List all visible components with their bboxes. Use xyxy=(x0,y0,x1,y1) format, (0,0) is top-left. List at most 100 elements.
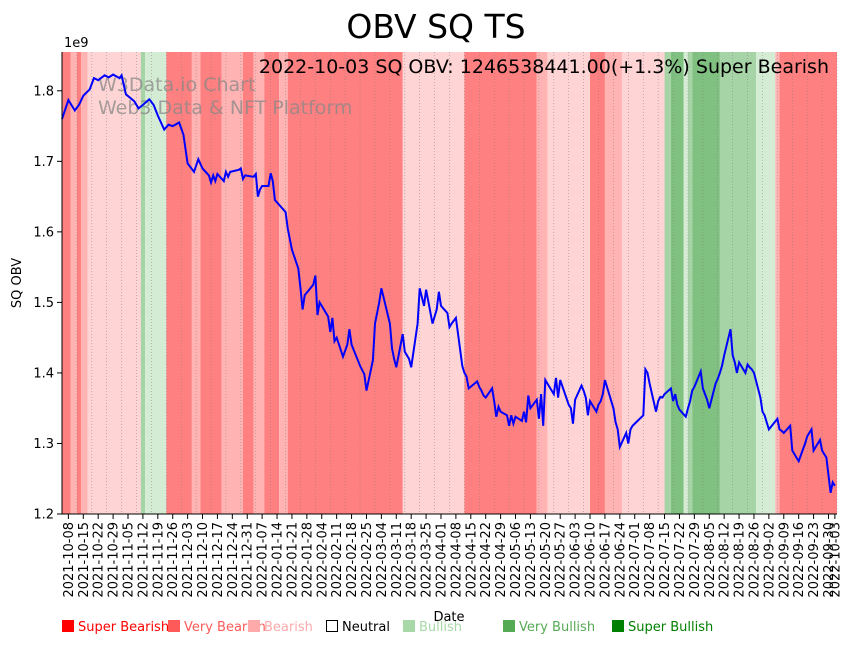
week-separators xyxy=(61,52,838,514)
x-tick-label: 2022-09-23 xyxy=(807,522,822,598)
x-tick-label: 2021-11-12 xyxy=(136,522,151,598)
x-tick-label: 2022-02-25 xyxy=(360,522,375,598)
legend-swatch xyxy=(168,620,180,632)
x-axis-ticks: 2021-10-08 2021-10-15 2021-10-22 2021-10-29… xyxy=(62,514,843,598)
legend-label: Bullish xyxy=(419,620,463,635)
x-tick-label: 2022-09-02 xyxy=(762,522,777,598)
y-tick-label: 1.6 xyxy=(33,225,54,240)
x-tick-label: 2022-05-06 xyxy=(509,522,524,598)
x-tick-label: 2022-05-27 xyxy=(554,522,569,598)
legend-item-very-bullish: Very Bullish xyxy=(503,620,595,635)
x-tick-label: 2021-12-31 xyxy=(241,522,256,598)
latest-value-annotation: 2022-10-03 SQ OBV: 1246538441.00(+1.3%) … xyxy=(259,56,829,78)
band-bullish xyxy=(664,52,671,514)
band-very-bearish xyxy=(464,52,537,514)
band-bullish xyxy=(719,52,757,514)
band-bearish xyxy=(279,52,288,514)
x-tick-label: 2022-09-16 xyxy=(792,522,807,598)
band-very-bearish xyxy=(590,52,605,514)
watermark: W3Data.io Chart Web3 Data & NFT Platform xyxy=(98,74,352,119)
legend-item-very-bearish: Very Bearish xyxy=(168,620,266,635)
x-tick-label: 2021-11-19 xyxy=(151,522,166,598)
legend-label: Very Bullish xyxy=(519,620,596,635)
legend-item-super-bearish: Super Bearish xyxy=(62,620,169,635)
x-tick-label: 2022-04-01 xyxy=(434,522,449,598)
y-tick-label: 1.4 xyxy=(33,366,54,381)
x-tick-label: 2022-05-13 xyxy=(524,522,539,598)
legend-swatch xyxy=(248,620,260,632)
x-tick-label: 2022-08-26 xyxy=(747,522,762,598)
x-tick-label: 2022-09-30 xyxy=(822,522,837,598)
legend-item-neutral: Neutral xyxy=(326,620,390,635)
x-tick-label: 2022-08-19 xyxy=(733,522,748,598)
band-very-bearish xyxy=(166,52,192,514)
band-light-bearish xyxy=(402,52,465,514)
x-tick-label: 2022-09-09 xyxy=(777,522,792,598)
x-tick-label: 2022-06-17 xyxy=(598,522,613,598)
chart-title: OBV SQ TS xyxy=(346,7,525,46)
y-tick-label: 1.7 xyxy=(33,155,54,170)
x-tick-label: 2021-10-08 xyxy=(62,522,77,598)
x-tick-label: 2022-08-12 xyxy=(718,522,733,598)
legend-label: Bearish xyxy=(264,620,313,635)
x-tick-label: 2022-02-18 xyxy=(345,522,360,598)
legend-item-bearish: Bearish xyxy=(248,620,313,635)
y-tick-label: 1.2 xyxy=(33,508,54,523)
band-bearish xyxy=(221,52,243,514)
x-tick-label: 2022-08-05 xyxy=(703,522,718,598)
legend-label: Very Bearish xyxy=(184,620,266,635)
legend-item-super-bullish: Super Bullish xyxy=(612,620,713,635)
x-tick-label: 2021-10-22 xyxy=(92,522,107,598)
band-very-bearish xyxy=(62,52,71,514)
band-bullish xyxy=(140,52,146,514)
x-tick-label: 2022-10-03 xyxy=(828,522,843,598)
legend-item-bullish: Bullish xyxy=(403,620,462,635)
band-very-bullish xyxy=(692,52,720,514)
y-tick-label: 1.3 xyxy=(33,437,54,452)
y-tick-label: 1.5 xyxy=(33,296,54,311)
watermark-line-2: Web3 Data & NFT Platform xyxy=(98,97,352,119)
x-tick-label: 2021-12-03 xyxy=(181,522,196,598)
x-tick-label: 2022-03-25 xyxy=(420,522,435,598)
x-tick-label: 2021-11-05 xyxy=(122,522,137,598)
legend-swatch xyxy=(62,620,74,632)
band-bearish xyxy=(70,52,77,514)
x-tick-label: 2022-05-20 xyxy=(539,522,554,598)
y-axis-ticks: 1.2 1.3 1.4 1.5 1.6 1.7 1.8 xyxy=(33,84,62,523)
x-tick-label: 2022-04-29 xyxy=(494,522,509,598)
band-very-bearish xyxy=(242,52,254,514)
x-tick-label: 2022-01-28 xyxy=(300,522,315,598)
y-tick-label: 1.8 xyxy=(33,84,54,99)
band-bearish xyxy=(253,52,265,514)
band-light-bullish xyxy=(683,52,688,514)
band-light-bullish xyxy=(756,52,776,514)
x-tick-label: 2021-12-17 xyxy=(211,522,226,598)
x-axis-label: Date xyxy=(433,610,464,625)
x-tick-label: 2022-06-10 xyxy=(584,522,599,598)
legend-label: Super Bearish xyxy=(78,620,170,635)
y-axis-label: SQ OBV xyxy=(10,258,25,308)
band-bearish xyxy=(536,52,548,514)
y-axis-multiplier: 1e9 xyxy=(64,36,89,51)
band-very-bearish xyxy=(779,52,837,514)
band-very-bearish xyxy=(264,52,280,514)
legend-label: Neutral xyxy=(342,620,390,635)
band-bearish xyxy=(81,52,88,514)
x-tick-label: 2022-07-08 xyxy=(643,522,658,598)
x-tick-label: 2022-04-08 xyxy=(449,522,464,598)
band-very-bearish xyxy=(76,52,82,514)
x-tick-label: 2022-03-18 xyxy=(405,522,420,598)
x-tick-label: 2022-03-04 xyxy=(375,522,390,598)
x-tick-label: 2022-06-03 xyxy=(569,522,584,598)
legend-label: Super Bullish xyxy=(628,620,714,635)
x-tick-label: 2022-02-11 xyxy=(330,522,345,598)
x-tick-label: 2022-03-11 xyxy=(390,522,405,598)
legend-swatch xyxy=(403,620,415,632)
x-tick-label: 2021-10-29 xyxy=(107,522,122,598)
x-tick-label: 2022-01-21 xyxy=(285,522,300,598)
x-tick-label: 2022-06-24 xyxy=(613,522,628,598)
x-tick-label: 2021-10-15 xyxy=(77,522,92,598)
band-light-bullish xyxy=(145,52,167,514)
x-tick-label: 2021-11-26 xyxy=(166,522,181,598)
